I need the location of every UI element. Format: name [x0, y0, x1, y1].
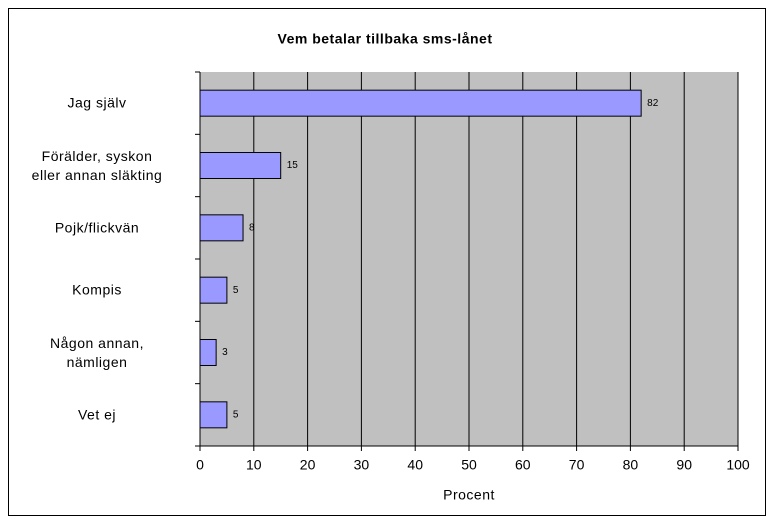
x-tick-label: 40 [407, 457, 423, 473]
x-tick-label: 30 [354, 457, 370, 473]
value-label: 5 [233, 409, 239, 420]
bar [199, 401, 228, 429]
value-label: 82 [647, 98, 659, 109]
x-tick-label: 80 [623, 457, 639, 473]
y-tick-label: Pojk/flickvän [54, 219, 140, 236]
y-tick-label: Någon annan, nämligen [50, 334, 144, 370]
x-axis-title: Procent [443, 487, 495, 503]
value-label: 8 [249, 222, 255, 233]
bar [199, 339, 217, 366]
x-tick-label: 50 [461, 457, 477, 473]
chart-title: Vem betalar tillbaka sms-lånet [278, 31, 493, 47]
value-label: 5 [233, 285, 239, 296]
y-tick-label: Vet ej [77, 406, 117, 423]
value-label: 3 [222, 347, 228, 358]
x-tick-label: 10 [246, 457, 262, 473]
value-label: 15 [287, 160, 299, 171]
x-tick-label: 70 [569, 457, 585, 473]
bar [199, 152, 282, 179]
x-tick-label: 0 [196, 457, 204, 473]
x-tick-label: 100 [726, 457, 750, 473]
y-tick-label: Jag själv [67, 94, 127, 111]
bar [199, 214, 244, 242]
bar [199, 89, 642, 117]
x-tick-label: 90 [676, 457, 692, 473]
x-tick-label: 20 [300, 457, 316, 473]
y-tick-label: Kompis [72, 281, 122, 298]
x-tick-label: 60 [515, 457, 531, 473]
bar [199, 276, 228, 304]
y-tick-label: Förälder, syskon eller annan släkting [31, 147, 163, 183]
